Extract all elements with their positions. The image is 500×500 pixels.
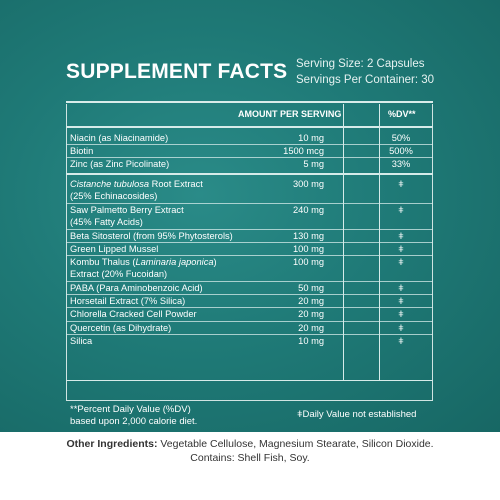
group-divider [66, 172, 433, 175]
ingredient-name-part: (25% Echinacosides) [70, 190, 158, 201]
ingredient-name: Niacin (as Niacinamide) [70, 132, 168, 144]
ingredient-dv: 50% [391, 133, 411, 143]
row-divider [66, 333, 433, 335]
row-divider [66, 144, 433, 146]
ingredient-amount: 20 mg [298, 322, 324, 333]
footnote-dv-line2: based upon 2,000 calorie diet. [70, 416, 198, 427]
ingredient-name-part: Root Extract [149, 178, 203, 189]
ingredient-dv: ǂ [398, 178, 404, 189]
ingredient-name: Saw Palmetto Berry Extract (45% Fatty Aci… [70, 204, 184, 228]
ingredient-amount: 10 mg [298, 133, 324, 143]
row-divider [66, 241, 433, 243]
row-divider [66, 281, 433, 282]
contains-allergens: Contains: Shell Fish, Soy. [190, 452, 310, 464]
ingredient-name-part: Green Lipped Mussel [70, 243, 159, 254]
ingredient-name: Chlorella Cracked Cell Powder [70, 308, 197, 320]
ingredient-dv: ǂ [398, 204, 404, 215]
panel-title: SUPPLEMENT FACTS [66, 60, 288, 83]
footnote-dv: **Percent Daily Value (%DV) based upon 2… [70, 404, 197, 428]
ingredient-amount: 300 mg [292, 178, 324, 189]
ingredient-name-part: Extract (20% Fucoidan) [70, 269, 168, 279]
header-dv: %DV** [388, 109, 416, 119]
ingredient-name: Kombu Thalus (Laminaria japonica) Extract… [70, 256, 217, 280]
ingredient-name-part: PABA (Para Aminobenzoic Acid) [70, 283, 203, 293]
ingredient-name-part: Horsetail Extract (7% Silica) [70, 296, 186, 307]
ingredient-name-part: Laminaria japonica [135, 257, 214, 267]
table-top-rule [66, 101, 433, 103]
ingredient-dv: ǂ [398, 335, 404, 346]
ingredient-name-part: (45% Fatty Acids) [70, 216, 143, 227]
ingredient-name-part: Quercetin (as Dihydrate) [70, 322, 172, 333]
ingredient-name-part: Zinc (as Zinc Picolinate) [70, 159, 170, 170]
footnote-dv-line1: **Percent Daily Value (%DV) [70, 404, 191, 415]
servings-per-container: Servings Per Container: 30 [296, 74, 435, 86]
ingredient-name-part: Saw Palmetto Berry Extract [70, 204, 184, 215]
row-divider [66, 157, 433, 159]
facts-table-border [66, 104, 433, 401]
row-divider [66, 202, 433, 204]
ingredient-name: Horsetail Extract (7% Silica) [70, 295, 185, 307]
ingredient-name-part: Silica [70, 335, 93, 346]
ingredient-name: Beta Sitosterol (from 95% Phytosterols) [70, 230, 233, 242]
ingredient-name-part: Kombu Thalus ( [70, 257, 136, 267]
ingredient-name-part: Cistanche tubulosa [70, 178, 150, 189]
ingredient-name: Biotin [70, 145, 93, 157]
ingredient-dv: ǂ [398, 243, 404, 254]
ingredient-amount: 240 mg [292, 204, 324, 215]
ingredient-dv: 500% [389, 146, 413, 157]
ingredient-name: Silica [70, 335, 92, 347]
other-ingredients-label: Other Ingredients: [66, 438, 158, 450]
row-divider [66, 255, 433, 256]
ingredient-amount: 1500 mcg [283, 146, 324, 157]
ingredient-amount: 100 mg [292, 243, 324, 254]
ingredient-amount: 5 mg [303, 159, 324, 170]
other-ingredients-text: Vegetable Cellulose, Magnesium Stearate,… [157, 438, 434, 450]
supplement-facts-panel: SUPPLEMENT FACTS Serving Size: 2 Capsule… [0, 0, 500, 432]
ingredient-amount: 20 mg [298, 296, 324, 307]
ingredient-amount: 50 mg [298, 283, 324, 293]
header-amount: AMOUNT PER SERVING [238, 109, 342, 119]
ingredient-dv: ǂ [398, 257, 404, 267]
ingredient-name-part: Beta Sitosterol (from 95% Phytosterols) [70, 230, 233, 241]
ingredient-amount: 100 mg [292, 257, 324, 267]
ingredient-name-part: ) [213, 257, 217, 267]
ingredient-dv: ǂ [398, 322, 404, 333]
ingredient-amount: 10 mg [298, 335, 324, 346]
ingredient-name: Zinc (as Zinc Picolinate) [70, 158, 169, 170]
ingredient-dv: ǂ [398, 309, 404, 320]
footnote-not-established: ǂDaily Value not established [297, 409, 417, 420]
serving-info: Serving Size: 2 Capsules Servings Per Co… [296, 56, 434, 88]
header-rule [66, 126, 433, 128]
row-divider [66, 294, 433, 296]
ingredient-name: Green Lipped Mussel [70, 243, 158, 255]
other-ingredients: Other Ingredients: Vegetable Cellulose, … [0, 437, 500, 465]
ingredient-name-part: Chlorella Cracked Cell Powder [70, 309, 197, 320]
row-divider [66, 320, 433, 322]
ingredient-dv: 33% [391, 159, 411, 170]
ingredient-amount: 20 mg [298, 309, 324, 320]
ingredient-name-part: Niacin (as Niacinamide) [70, 133, 169, 143]
row-divider [66, 307, 433, 309]
ingredient-name: PABA (Para Aminobenzoic Acid) [70, 282, 203, 294]
row-divider [66, 228, 433, 230]
ingredient-amount: 130 mg [292, 230, 324, 241]
table-bottom-rule [66, 380, 433, 381]
ingredient-name: Quercetin (as Dihydrate) [70, 322, 171, 334]
serving-size: Serving Size: 2 Capsules [296, 58, 425, 70]
ingredient-dv: ǂ [398, 230, 404, 241]
ingredient-name-part: Biotin [70, 146, 94, 157]
ingredient-dv: ǂ [398, 296, 404, 307]
ingredient-dv: ǂ [398, 283, 404, 293]
ingredient-name: Cistanche tubulosa Root Extract (25% Echi… [70, 178, 203, 202]
